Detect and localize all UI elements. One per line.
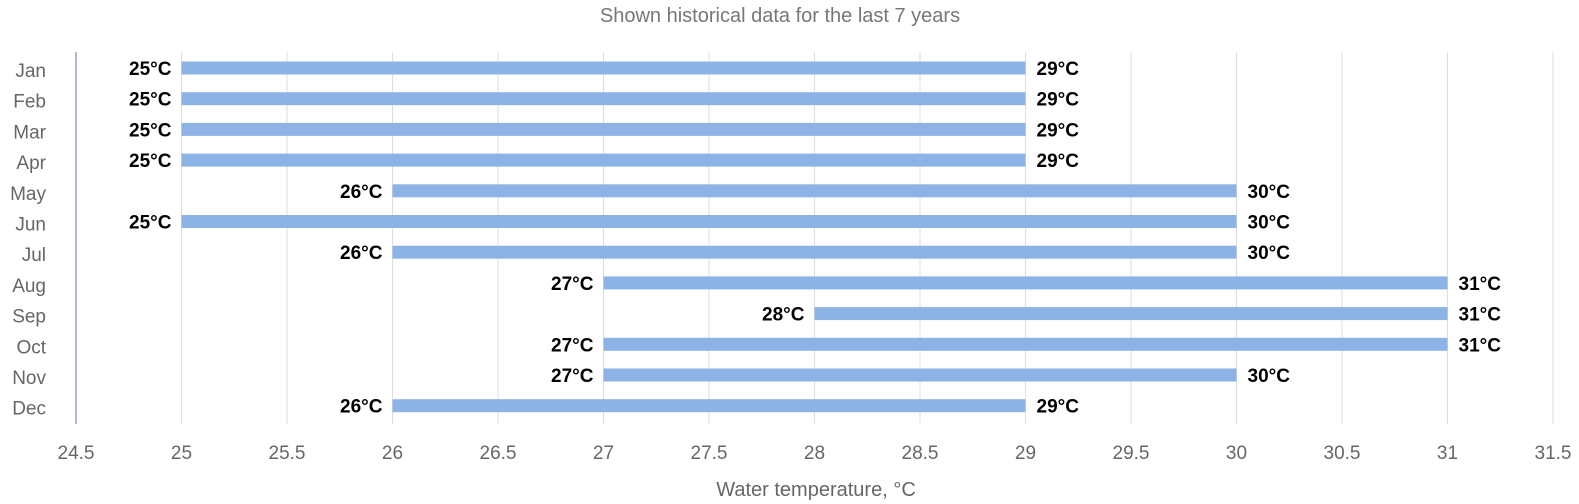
month-label: Nov [12,368,46,389]
range-bar [392,245,1237,259]
range-bar [603,337,1448,351]
x-tick-label: 28.5 [902,443,939,464]
x-tick-label: 28 [804,443,825,464]
range-bar [603,276,1448,290]
range-bars [181,61,1448,413]
min-temp-label: 25°C [129,59,172,80]
month-label: Mar [13,122,46,143]
range-bar [392,184,1237,198]
x-tick-label: 24.5 [58,443,95,464]
min-temp-label: 25°C [129,213,172,234]
month-label: Dec [12,399,46,420]
x-tick-label: 30 [1226,443,1247,464]
x-tick-label: 26.5 [480,443,517,464]
x-tick-label: 31 [1437,443,1458,464]
x-tick-label: 27 [593,443,614,464]
min-temp-label: 26°C [340,243,383,264]
min-temp-label: 27°C [551,335,594,356]
x-tick-label: 25 [171,443,192,464]
month-label: Aug [12,276,46,297]
x-tick-label: 25.5 [269,443,306,464]
max-temp-label: 29°C [1037,59,1080,80]
range-bar [181,215,1237,228]
x-tick-label: 29.5 [1113,443,1150,464]
max-temp-label: 31°C [1459,335,1502,356]
max-temp-label: 31°C [1459,305,1502,326]
max-temp-label: 29°C [1037,151,1080,172]
chart-title: Shown historical data for the last 7 yea… [600,5,960,27]
min-temp-label: 26°C [340,182,383,203]
range-bar [603,368,1237,382]
month-label: May [10,184,46,205]
month-label: Oct [16,337,46,358]
max-temp-label: 29°C [1037,397,1080,418]
range-bar [181,61,1026,75]
x-tick-label: 27.5 [691,443,728,464]
min-temp-label: 25°C [129,90,172,111]
x-axis-label: Water temperature, °C [716,479,916,501]
x-tick-label: 26 [382,443,403,464]
month-label: Jun [15,215,46,236]
min-temp-label: 28°C [762,305,805,326]
min-temp-label: 27°C [551,366,594,387]
min-temp-label: 25°C [129,120,172,141]
month-label: Apr [16,153,46,174]
max-temp-label: 29°C [1037,120,1080,141]
max-temp-label: 30°C [1248,182,1291,203]
max-temp-label: 30°C [1248,366,1291,387]
max-temp-label: 29°C [1037,90,1080,111]
range-bar [814,307,1448,321]
max-temp-label: 30°C [1248,243,1291,264]
range-bar [181,92,1026,106]
data-labels: 25°C 29°C 25°C 29°C 25°C 29°C 25°C 29°C 26°C 30°C… [129,59,1501,418]
grid-lines [181,52,1554,424]
x-tick-label: 30.5 [1324,443,1361,464]
x-tick-label: 31.5 [1535,443,1572,464]
month-label: Sep [12,307,46,328]
range-bar [181,153,1026,167]
min-temp-label: 27°C [551,274,594,295]
month-label: Jan [15,61,46,82]
max-temp-label: 31°C [1459,274,1502,295]
min-temp-label: 25°C [129,151,172,172]
x-tick-labels: 24.5 25 25.5 26 26.5 27 27.5 28 28.5 29 29.5 30 30.5… [58,443,1572,464]
range-bar [181,122,1026,136]
max-temp-label: 30°C [1248,213,1291,234]
month-label: Jul [22,245,46,266]
range-bar [392,399,1026,413]
month-labels: Jan Feb Mar Apr May Jun Jul Aug Sep Oct Nov Dec [10,61,47,420]
month-label: Feb [13,92,46,113]
x-tick-label: 29 [1015,443,1036,464]
min-temp-label: 26°C [340,397,383,418]
